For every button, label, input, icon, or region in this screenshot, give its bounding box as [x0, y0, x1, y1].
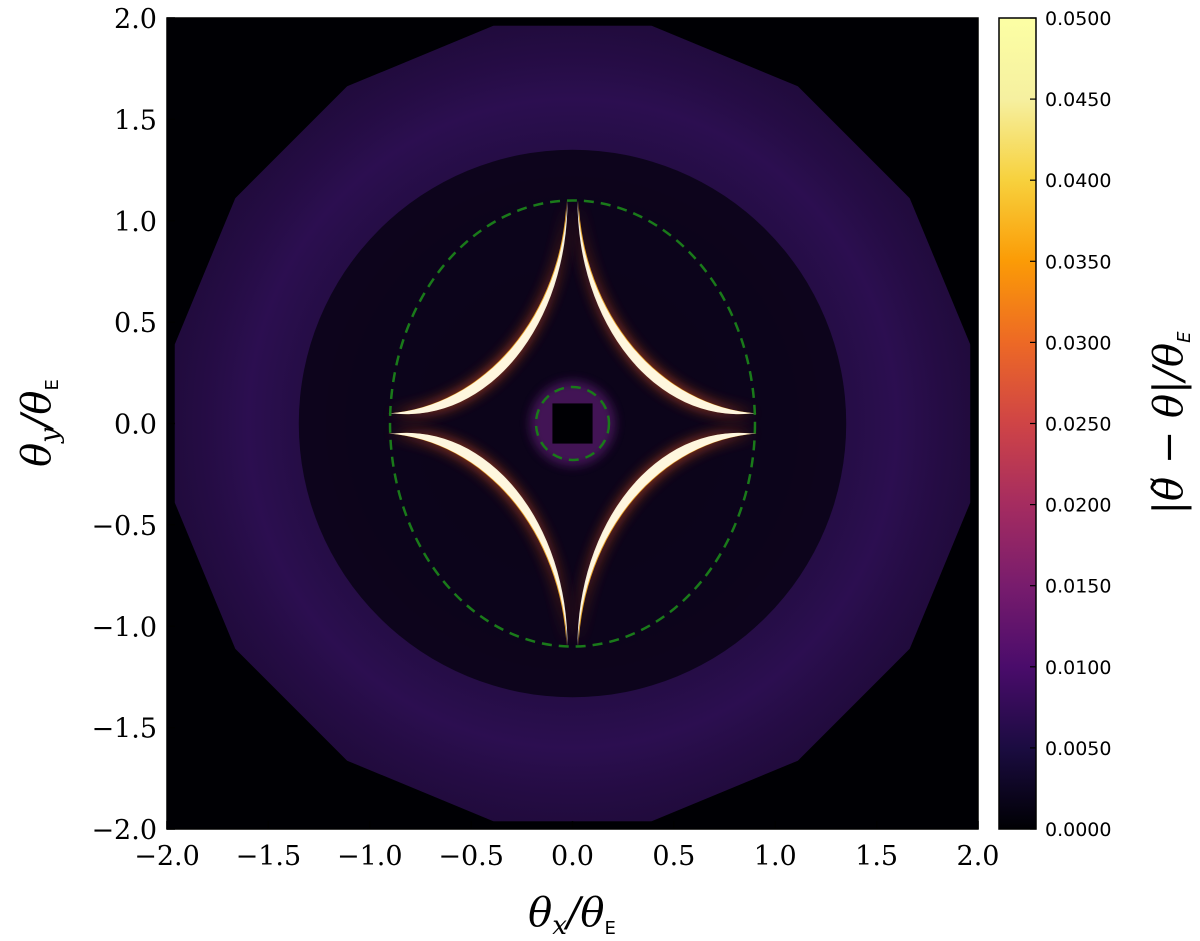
- colorbar-tick-label: 0.0000: [1045, 819, 1111, 841]
- x-tick-label: 0.5: [652, 841, 695, 872]
- colorbar-ticks: 0.0500 0.0450 0.0400 0.0350 0.0300 0.0250 0.02…: [1030, 8, 1111, 841]
- colorbar-tick-label: 0.0500: [1045, 8, 1111, 30]
- colorbar-tick-label: 0.0450: [1045, 89, 1111, 111]
- colorbar: 0.0500 0.0450 0.0400 0.0350 0.0300 0.0250 0.02…: [998, 8, 1111, 841]
- y-tick-label: −0.5: [91, 511, 157, 542]
- critical-curve-outer: [388, 199, 757, 648]
- x-tick-label: −2.0: [134, 841, 200, 872]
- y-tick-label: −1.0: [91, 612, 157, 643]
- inner-dark-square: [552, 403, 593, 444]
- y-axis-title: θy/θE: [14, 379, 65, 467]
- x-axis-ticks: −2.0 −1.5 −1.0 −0.5 0.0 0.5 1.0 1.5 2.0: [134, 821, 999, 872]
- plot-area: [167, 18, 978, 829]
- y-tick-label: 0.5: [114, 308, 157, 339]
- y-tick-label: 2.0: [114, 4, 157, 35]
- critical-curves: [388, 199, 757, 648]
- x-axis-title: θx/θE: [528, 890, 616, 941]
- y-tick-label: 1.5: [114, 105, 157, 136]
- colorbar-tick-label: 0.0300: [1045, 332, 1111, 354]
- colorbar-tick-label: 0.0400: [1045, 170, 1111, 192]
- x-tick-label: 2.0: [957, 841, 1000, 872]
- x-tick-label: 1.0: [754, 841, 797, 872]
- y-tick-label: −2.0: [91, 815, 157, 846]
- lens-features: [388, 200, 757, 647]
- y-tick-label: −1.5: [91, 714, 157, 745]
- colorbar-tick-label: 0.0350: [1045, 251, 1111, 273]
- colorbar-tick-label: 0.0150: [1045, 576, 1111, 598]
- critical-curve-inner: [534, 385, 611, 462]
- colorbar-title: |θ̃ − θ|/θE: [1146, 331, 1195, 515]
- colorbar-tick-label: 0.0100: [1045, 657, 1111, 679]
- x-tick-label: −1.0: [337, 841, 403, 872]
- y-tick-label: 0.0: [114, 410, 157, 441]
- x-tick-label: 1.5: [855, 841, 898, 872]
- colorbar-gradient: [998, 17, 1037, 830]
- colorbar-tick-label: 0.0200: [1045, 495, 1111, 517]
- y-axis-ticks: 2.0 1.5 1.0 0.5 0.0 −0.5 −1.0 −1.5 −2.0: [91, 4, 175, 846]
- colorbar-tick-label: 0.0250: [1045, 414, 1111, 436]
- colorbar-tick-label: 0.0050: [1045, 738, 1111, 760]
- y-tick-label: 1.0: [114, 207, 157, 238]
- x-tick-label: −1.5: [236, 841, 302, 872]
- x-tick-label: −0.5: [438, 841, 504, 872]
- x-tick-label: 0.0: [551, 841, 594, 872]
